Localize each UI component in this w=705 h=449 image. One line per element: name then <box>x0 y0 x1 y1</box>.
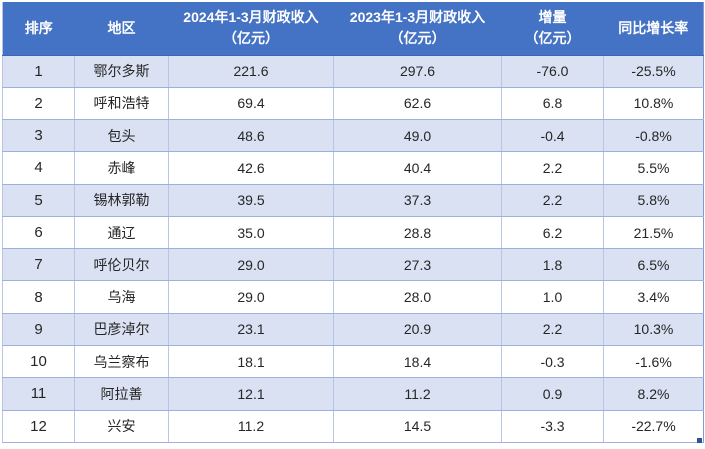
revenue-2023-cell[interactable]: 40.4 <box>333 151 502 185</box>
region-cell[interactable]: 阿拉善 <box>74 377 169 411</box>
delta-cell[interactable]: 2.2 <box>501 313 604 347</box>
revenue-2024-cell[interactable]: 11.2 <box>168 410 334 444</box>
table-row: 2 呼和浩特 69.4 62.6 6.8 10.8% <box>2 87 704 121</box>
growth-rate-cell[interactable]: 5.5% <box>603 151 704 185</box>
delta-cell[interactable]: -76.0 <box>501 55 604 88</box>
revenue-2023-cell[interactable]: 297.6 <box>333 55 502 88</box>
table-row: 10 乌兰察布 18.1 18.4 -0.3 -1.6% <box>2 345 704 379</box>
growth-rate-cell[interactable]: 5.8% <box>603 184 704 217</box>
revenue-2024-cell[interactable]: 39.5 <box>168 184 334 217</box>
growth-rate-cell[interactable]: -22.7% <box>603 410 704 444</box>
delta-cell[interactable]: -3.3 <box>501 410 604 444</box>
delta-cell[interactable]: -0.4 <box>501 119 604 153</box>
rank-cell[interactable]: 2 <box>2 87 75 121</box>
growth-rate-cell[interactable]: 6.5% <box>603 248 704 282</box>
revenue-2023-cell[interactable]: 49.0 <box>333 119 502 153</box>
delta-cell[interactable]: -0.3 <box>501 345 604 379</box>
revenue-2023-cell[interactable]: 28.0 <box>333 280 502 314</box>
revenue-2024-cell[interactable]: 18.1 <box>168 345 334 379</box>
growth-rate-cell[interactable]: 10.8% <box>603 87 704 121</box>
region-cell[interactable]: 巴彦淖尔 <box>74 313 169 347</box>
region-cell[interactable]: 赤峰 <box>74 151 169 185</box>
region-cell[interactable]: 呼伦贝尔 <box>74 248 169 282</box>
region-cell[interactable]: 鄂尔多斯 <box>74 55 169 88</box>
col-header-region[interactable]: 地区 <box>74 2 169 56</box>
revenue-2023-cell[interactable]: 18.4 <box>333 345 502 379</box>
rank-cell[interactable]: 9 <box>2 313 75 347</box>
rank-cell[interactable]: 5 <box>2 184 75 217</box>
delta-cell[interactable]: 6.8 <box>501 87 604 121</box>
revenue-2024-cell[interactable]: 29.0 <box>168 280 334 314</box>
revenue-2024-cell[interactable]: 29.0 <box>168 248 334 282</box>
rank-cell[interactable]: 12 <box>2 410 75 444</box>
revenue-2024-cell[interactable]: 23.1 <box>168 313 334 347</box>
revenue-2024-cell[interactable]: 48.6 <box>168 119 334 153</box>
rank-cell[interactable]: 3 <box>2 119 75 153</box>
table-body: 1 鄂尔多斯 221.6 297.6 -76.0 -25.5% 2 呼和浩特 6… <box>2 55 704 444</box>
region-cell[interactable]: 乌海 <box>74 280 169 314</box>
col-header-revenue-2024[interactable]: 2024年1-3月财政收入 （亿元） <box>168 2 334 56</box>
region-cell[interactable]: 通辽 <box>74 216 169 250</box>
rank-cell[interactable]: 6 <box>2 216 75 250</box>
revenue-2023-cell[interactable]: 14.5 <box>333 410 502 444</box>
table-row: 3 包头 48.6 49.0 -0.4 -0.8% <box>2 119 704 153</box>
table-row: 4 赤峰 42.6 40.4 2.2 5.5% <box>2 151 704 185</box>
rank-cell[interactable]: 11 <box>2 377 75 411</box>
rank-cell[interactable]: 8 <box>2 280 75 314</box>
table-row: 5 锡林郭勒 39.5 37.3 2.2 5.8% <box>2 184 704 217</box>
growth-rate-cell[interactable]: -1.6% <box>603 345 704 379</box>
rank-cell[interactable]: 1 <box>2 55 75 88</box>
region-cell[interactable]: 包头 <box>74 119 169 153</box>
col-header-growth-rate[interactable]: 同比增长率 <box>603 2 704 56</box>
revenue-2023-cell[interactable]: 28.8 <box>333 216 502 250</box>
region-cell[interactable]: 兴安 <box>74 410 169 444</box>
table-row: 8 乌海 29.0 28.0 1.0 3.4% <box>2 280 704 314</box>
delta-cell[interactable]: 0.9 <box>501 377 604 411</box>
table-row: 1 鄂尔多斯 221.6 297.6 -76.0 -25.5% <box>2 55 704 88</box>
delta-cell[interactable]: 6.2 <box>501 216 604 250</box>
table-row: 11 阿拉善 12.1 11.2 0.9 8.2% <box>2 377 704 411</box>
region-cell[interactable]: 乌兰察布 <box>74 345 169 379</box>
rank-cell[interactable]: 10 <box>2 345 75 379</box>
rank-cell[interactable]: 4 <box>2 151 75 185</box>
selection-fill-handle[interactable] <box>697 438 702 443</box>
col-header-rank[interactable]: 排序 <box>2 2 75 56</box>
growth-rate-cell[interactable]: 8.2% <box>603 377 704 411</box>
revenue-2023-cell[interactable]: 62.6 <box>333 87 502 121</box>
growth-rate-cell[interactable]: -0.8% <box>603 119 704 153</box>
col-header-revenue-2023[interactable]: 2023年1-3月财政收入 （亿元） <box>333 2 502 56</box>
growth-rate-cell[interactable]: 21.5% <box>603 216 704 250</box>
revenue-2023-cell[interactable]: 11.2 <box>333 377 502 411</box>
region-cell[interactable]: 呼和浩特 <box>74 87 169 121</box>
header-row: 排序 地区 2024年1-3月财政收入 （亿元） 2023年1-3月财政收入 （… <box>2 2 704 56</box>
growth-rate-cell[interactable]: -25.5% <box>603 55 704 88</box>
col-header-delta[interactable]: 增量 （亿元） <box>501 2 604 56</box>
revenue-2024-cell[interactable]: 35.0 <box>168 216 334 250</box>
rank-cell[interactable]: 7 <box>2 248 75 282</box>
growth-rate-cell[interactable]: 10.3% <box>603 313 704 347</box>
table-row: 12 兴安 11.2 14.5 -3.3 -22.7% <box>2 410 704 444</box>
revenue-2024-cell[interactable]: 42.6 <box>168 151 334 185</box>
delta-cell[interactable]: 2.2 <box>501 151 604 185</box>
revenue-2024-cell[interactable]: 12.1 <box>168 377 334 411</box>
table-row: 7 呼伦贝尔 29.0 27.3 1.8 6.5% <box>2 248 704 282</box>
table-row: 9 巴彦淖尔 23.1 20.9 2.2 10.3% <box>2 313 704 347</box>
revenue-2023-cell[interactable]: 37.3 <box>333 184 502 217</box>
growth-rate-cell[interactable]: 3.4% <box>603 280 704 314</box>
delta-cell[interactable]: 1.0 <box>501 280 604 314</box>
delta-cell[interactable]: 2.2 <box>501 184 604 217</box>
revenue-2024-cell[interactable]: 221.6 <box>168 55 334 88</box>
delta-cell[interactable]: 1.8 <box>501 248 604 282</box>
revenue-2024-cell[interactable]: 69.4 <box>168 87 334 121</box>
revenue-2023-cell[interactable]: 27.3 <box>333 248 502 282</box>
revenue-2023-cell[interactable]: 20.9 <box>333 313 502 347</box>
table-row: 6 通辽 35.0 28.8 6.2 21.5% <box>2 216 704 250</box>
region-cell[interactable]: 锡林郭勒 <box>74 184 169 217</box>
